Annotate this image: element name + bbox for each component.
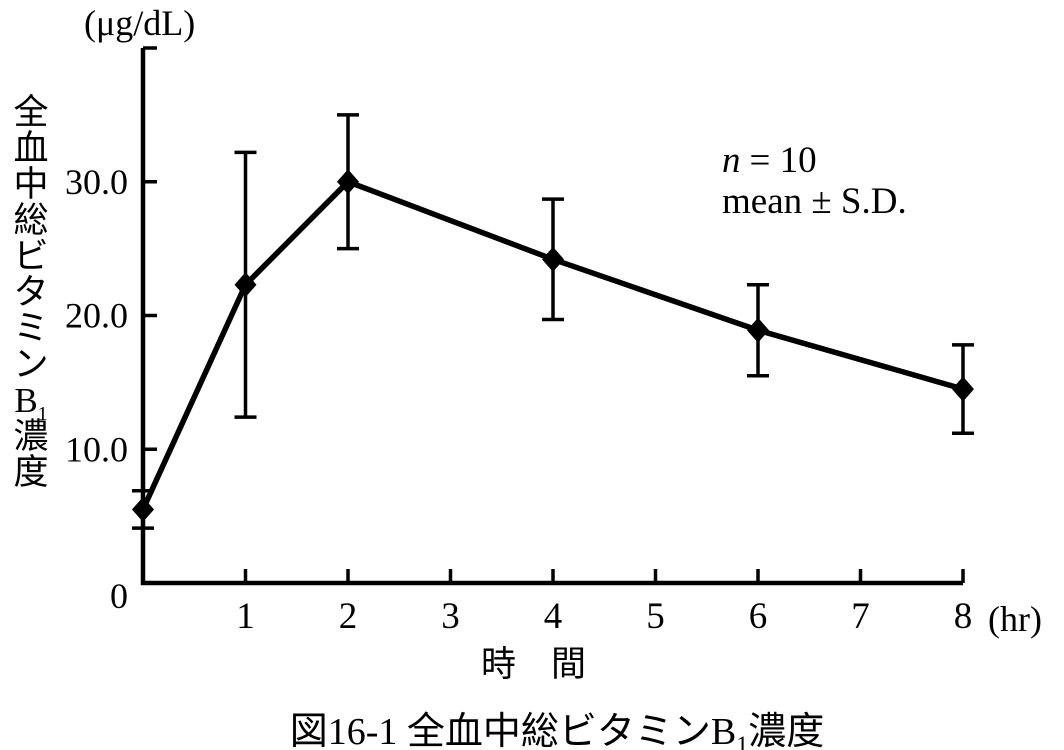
y-axis-title-char: 血: [13, 129, 49, 168]
y-axis-title-char: 全: [13, 93, 49, 132]
annotation-sample-size: n = 10: [722, 140, 907, 181]
y-tick-label: 20.0: [65, 296, 128, 336]
annotation-n-value: = 10: [749, 140, 817, 181]
x-axis-title: 時 間: [481, 645, 587, 684]
axis-ticks: [143, 46, 965, 583]
figure-caption: 図16-1 全血中総ビタミンB1濃度: [50, 700, 1064, 750]
y-tick-label: 0: [110, 576, 128, 616]
y-axis-title-char: 中: [13, 165, 49, 204]
data-point-diamond: [337, 169, 359, 195]
y-axis-title-char: B1: [14, 381, 48, 425]
x-tick-label: 2: [339, 596, 358, 637]
data-point-diamond: [542, 246, 564, 272]
x-tick-label: 4: [544, 596, 563, 637]
data-point-diamond: [952, 376, 974, 402]
x-axis-unit-label: (hr): [988, 599, 1042, 639]
annotation-mean-sd: mean ± S.D.: [722, 181, 907, 222]
data-point-diamond: [132, 496, 154, 522]
data-point-diamond: [234, 272, 257, 298]
data-point-diamond: [747, 317, 769, 343]
caption-prefix: 図16-1 全血中総ビタミンB: [289, 711, 737, 750]
caption-suffix: 濃度: [748, 711, 825, 750]
x-tick-label: 8: [954, 596, 973, 637]
y-tick-label: 10.0: [65, 429, 128, 469]
y-axis-title-char: 総: [13, 201, 49, 240]
y-axis-title-char: ン: [13, 345, 49, 384]
axes: [140, 48, 963, 586]
y-axis-title-char: 度: [13, 453, 49, 492]
y-axis-title-char: 濃: [13, 417, 49, 456]
y-axis-title-char: ミ: [13, 309, 49, 348]
y-axis-title: 全血中総ビタミン B1 濃度: [8, 95, 54, 491]
annotation: n = 10 mean ± S.D.: [722, 140, 907, 222]
y-axis-title-char: ビ: [13, 237, 49, 276]
x-tick-label: 3: [441, 596, 460, 637]
y-axis-unit-label: (μg/dL): [84, 3, 196, 43]
series-line: [140, 178, 964, 511]
y-axis-title-char: タ: [13, 273, 49, 312]
annotation-n-variable: n: [722, 140, 741, 181]
axis-tick-labels: 0 10.0 20.0 30.0 1 2 3 4 5 6 7 8: [65, 162, 972, 637]
series-markers: [132, 169, 974, 522]
x-tick-label: 5: [646, 596, 665, 637]
x-tick-label: 7: [851, 596, 870, 637]
y-tick-label: 30.0: [65, 162, 128, 202]
x-tick-label: 1: [236, 596, 255, 637]
caption-subscript: 1: [736, 732, 749, 750]
x-tick-label: 6: [749, 596, 768, 637]
